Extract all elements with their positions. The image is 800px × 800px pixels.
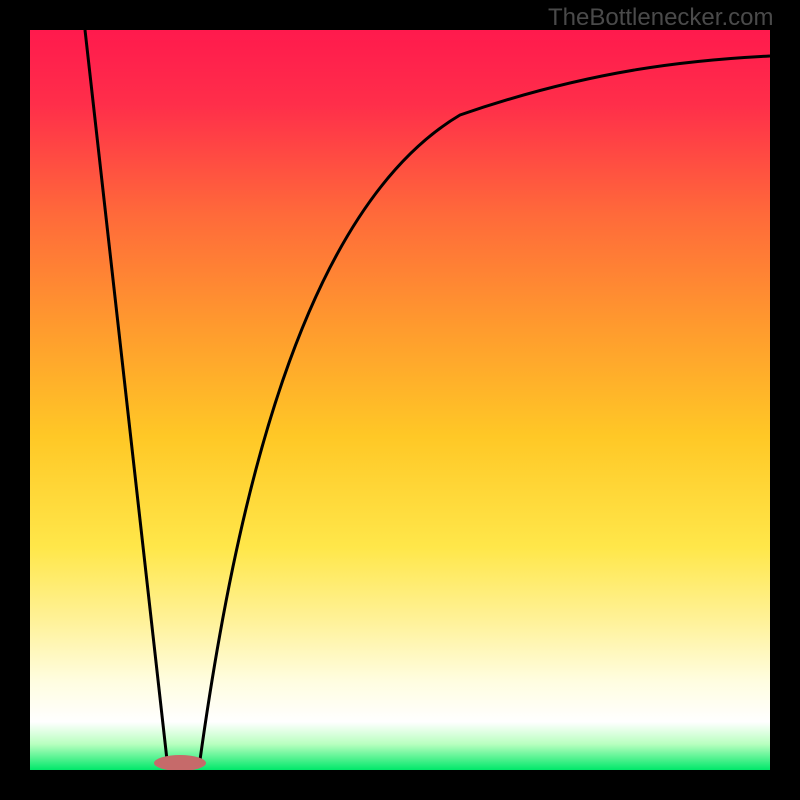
watermark-text: TheBottlenecker.com <box>548 4 773 32</box>
plot-area <box>30 30 770 770</box>
curve-overlay <box>30 30 770 770</box>
right-recovery-curve <box>200 56 770 760</box>
chart-container: { "canvas": { "width": 800, "height": 80… <box>0 0 800 800</box>
bottleneck-marker <box>154 755 206 770</box>
left-descending-line <box>85 30 167 760</box>
